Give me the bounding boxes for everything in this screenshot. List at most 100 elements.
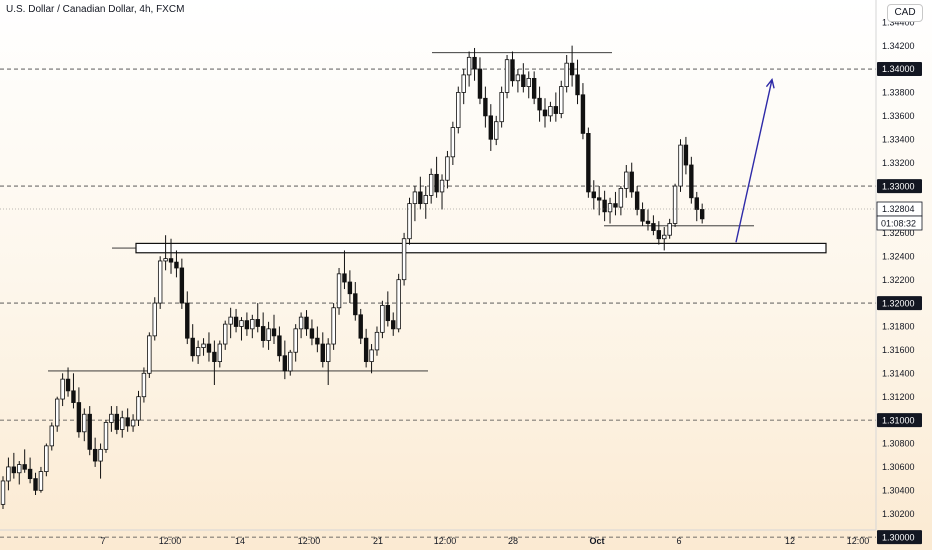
candle	[613, 191, 618, 216]
x-tick-label: 14	[235, 536, 245, 546]
candle	[477, 57, 483, 105]
candle-body-down	[185, 302, 190, 339]
candle	[11, 452, 17, 479]
candle	[645, 209, 651, 231]
candle	[103, 420, 109, 453]
candle-body-down	[699, 209, 705, 220]
candle-body-down	[694, 197, 699, 210]
candle	[678, 139, 683, 192]
candle-body-down	[537, 97, 542, 111]
candle	[488, 104, 493, 151]
candle	[336, 267, 342, 315]
candle-body-down	[510, 59, 515, 82]
candle	[244, 312, 250, 336]
projection-arrow-head	[765, 78, 775, 89]
candle-body-up	[0, 480, 6, 505]
candle-body-up	[217, 343, 222, 362]
price-level-text: 1.30000	[882, 532, 915, 542]
candle	[82, 408, 87, 442]
candle-body-down	[347, 281, 353, 295]
x-tick-label: 21	[373, 536, 383, 546]
candle	[428, 168, 434, 204]
candle	[98, 443, 103, 479]
candle-body-up	[298, 316, 304, 330]
candle	[17, 461, 22, 485]
candle	[179, 258, 185, 309]
candle	[624, 165, 629, 198]
candle	[358, 308, 363, 345]
candle-body-up	[499, 92, 504, 123]
candle	[629, 162, 634, 198]
price-level-bg	[877, 296, 922, 311]
candle-body-down	[580, 94, 586, 134]
candle	[331, 303, 336, 350]
candle-body-down	[277, 335, 282, 357]
candle	[255, 303, 260, 333]
candle-body-up	[662, 234, 667, 240]
candle	[44, 443, 49, 477]
candle	[293, 324, 298, 362]
candle-body-down	[244, 320, 250, 330]
candle	[125, 408, 130, 432]
candle-body-down	[174, 261, 179, 269]
candle-body-down	[472, 56, 477, 70]
candle-body-up	[195, 347, 201, 357]
candle	[174, 250, 179, 278]
candle-body-down	[629, 171, 634, 193]
candle-body-up	[439, 179, 445, 193]
candle-body-up	[369, 349, 374, 362]
projection-arrow	[735, 79, 773, 243]
candle-body-down	[190, 337, 195, 357]
candle	[223, 320, 228, 350]
candle	[55, 396, 60, 432]
candle-body-down	[391, 320, 396, 330]
y-tick-label: 1.33400	[882, 134, 915, 144]
candle	[461, 69, 466, 105]
candle-body-down	[114, 413, 120, 430]
candle-body-up	[624, 171, 629, 189]
candle	[618, 186, 624, 216]
current-price-label: 1.32804 01:08:32	[876, 201, 923, 231]
candle	[369, 344, 374, 374]
candle-body-up	[136, 396, 141, 421]
candle	[418, 176, 423, 210]
candle-body-down	[477, 68, 483, 99]
candle-body-down	[315, 337, 320, 345]
candle	[466, 51, 472, 87]
candle	[315, 326, 320, 353]
candle-body-down	[212, 351, 217, 362]
candle	[586, 127, 591, 198]
candle-body-down	[569, 62, 575, 76]
candle	[271, 314, 277, 345]
candle-body-up	[401, 238, 407, 281]
candle	[521, 63, 526, 93]
candle-body-up	[288, 351, 293, 372]
candle	[450, 121, 456, 165]
currency-button[interactable]: CAD	[887, 4, 923, 22]
candle	[141, 367, 147, 403]
candle-body-up	[293, 328, 298, 353]
candle-body-up	[396, 279, 401, 330]
candle-body-down	[651, 223, 656, 231]
price-level-label: 1.34000	[877, 62, 922, 77]
current-price-text: 1.32804	[882, 204, 915, 214]
candle-body-up	[667, 223, 672, 236]
candle-body-down	[233, 316, 239, 327]
candle	[0, 476, 6, 510]
x-tick-label: 6	[676, 536, 681, 546]
candle	[456, 86, 461, 134]
candle-body-down	[418, 191, 423, 205]
candle	[277, 326, 282, 362]
candle-body-down	[591, 191, 596, 199]
y-tick-label: 1.30800	[882, 439, 915, 449]
candle	[163, 235, 168, 271]
candle-body-down	[22, 464, 27, 470]
candle	[22, 449, 27, 473]
candle	[651, 215, 656, 236]
candle-body-up	[250, 319, 255, 330]
price-level-text: 1.32000	[882, 298, 915, 308]
candle-body-up	[450, 127, 456, 158]
candle-body-up	[504, 59, 510, 93]
